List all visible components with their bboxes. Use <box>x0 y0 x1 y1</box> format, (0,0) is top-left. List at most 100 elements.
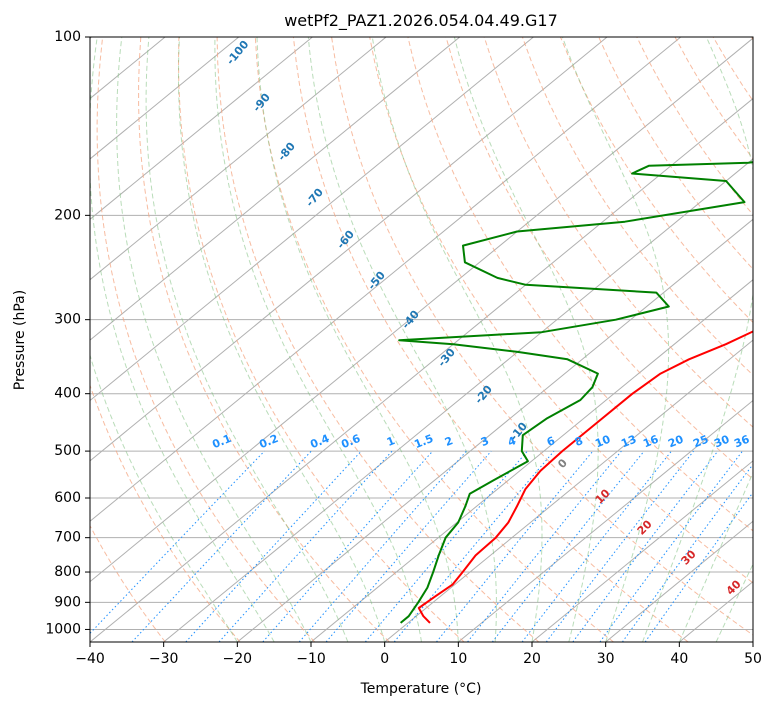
dry-adiabat-line <box>369 37 753 584</box>
mixing-ratio-line <box>218 450 393 642</box>
isotherm-line <box>531 460 753 642</box>
mixing-ratio-label: 10 <box>593 433 612 451</box>
isotherm-line <box>458 399 753 642</box>
mixing-ratio-line <box>90 450 265 635</box>
isotherm-line <box>384 339 753 642</box>
isotherms <box>90 37 753 642</box>
isotherm-line <box>237 218 753 642</box>
y-tick-label: 400 <box>54 386 81 402</box>
y-tick-label: 300 <box>54 312 81 328</box>
y-tick-label: 500 <box>54 443 81 459</box>
mixing-ratio-label: 1 <box>385 434 397 449</box>
mixing-ratio-label: 25 <box>691 433 710 451</box>
isotherm-line <box>90 37 313 220</box>
moist-adiabat-line <box>90 37 275 642</box>
x-tick-label: 30 <box>597 651 615 667</box>
mixing-ratio-label: 30 <box>712 433 731 451</box>
y-tick-label: 1000 <box>45 621 81 637</box>
x-tick-label: −30 <box>149 651 179 667</box>
dry-adiabat-line <box>483 37 753 428</box>
mixing-ratio-line <box>644 491 753 642</box>
x-tick-label: −10 <box>296 651 326 667</box>
moist-adiabat-line <box>307 37 497 642</box>
x-tick-label: 20 <box>523 651 541 667</box>
y-tick-label: 100 <box>54 29 81 45</box>
moist-adiabat-line <box>116 37 312 642</box>
dry-adiabat-line <box>331 37 753 636</box>
dry-adiabat-line <box>90 524 166 642</box>
dry-adiabats <box>90 37 753 642</box>
dry-adiabat-line <box>96 37 316 642</box>
plot-frame <box>89 36 754 643</box>
x-axis-label: Temperature (°C) <box>360 681 482 697</box>
moist-adiabat-line <box>561 37 670 642</box>
mixing-ratio-label: 16 <box>641 433 660 451</box>
x-tick-label: 0 <box>380 651 389 667</box>
isotherm-line <box>90 37 387 281</box>
moist-adiabat-line <box>453 37 599 642</box>
mixing-ratio-line <box>364 450 528 642</box>
dry-adiabat-line <box>560 37 753 324</box>
isotherm-line <box>90 37 753 583</box>
isotherm-line <box>90 37 461 341</box>
plot-area <box>90 37 753 642</box>
mixing-ratio-label: 3 <box>479 434 491 449</box>
mixing-ratio-line <box>545 450 694 642</box>
mixing-ratio-line <box>572 450 719 642</box>
dry-adiabat-line <box>292 37 689 642</box>
isotherm-line <box>90 37 240 160</box>
dry-adiabat-line <box>90 383 241 642</box>
dry-adiabat-line <box>254 37 614 642</box>
moist-adiabat-line <box>178 37 386 642</box>
x-tick-label: 40 <box>670 651 688 667</box>
moist-adiabat-line <box>678 471 753 642</box>
mixing-ratio-line <box>393 450 555 642</box>
moist-adiabat-line <box>256 37 459 642</box>
moist-adiabat-line <box>145 37 349 642</box>
mixing-ratio-label: 8 <box>573 434 585 449</box>
profile-series <box>398 161 753 624</box>
mixing-ratio-label: 13 <box>619 433 638 451</box>
moist-adiabats <box>90 37 753 642</box>
moist-adiabat-line <box>90 353 238 642</box>
mixing-ratio-line <box>621 463 753 642</box>
mixing-ratio-line <box>436 450 594 642</box>
x-axis-ticks: −40 −30 −20 −10 0 10 20 30 40 50 <box>75 642 762 667</box>
dry-adiabat-line <box>138 37 390 642</box>
y-tick-label: 800 <box>54 564 81 580</box>
y-axis-label: Pressure (hPa) <box>12 290 28 390</box>
x-tick-label: 10 <box>449 651 467 667</box>
x-tick-label: −40 <box>75 651 105 667</box>
dewpoint-line <box>398 161 753 624</box>
mixing-ratio-lines <box>90 450 753 642</box>
y-axis-ticks: 100 200 300 400 500 600 700 800 900 1000 <box>45 29 90 637</box>
y-tick-label: 200 <box>54 207 81 223</box>
isotherm-line <box>163 158 753 642</box>
isotherm-line <box>310 279 753 642</box>
isotherm-line <box>90 97 753 642</box>
isotherm-line <box>90 37 682 522</box>
x-tick-label: −20 <box>223 651 253 667</box>
reference-line-labels: -100-90-80-70-60-50-40-30-20-100.1 0.2 0.4… <box>210 38 751 598</box>
mixing-ratio-line <box>599 450 743 642</box>
chart-title: wetPf2_PAZ1.2026.054.04.49.G17 <box>284 11 558 31</box>
mixing-ratio-line <box>185 450 362 642</box>
moist-adiabat-line <box>371 37 543 642</box>
mixing-ratio-label: 20 <box>666 433 685 451</box>
isotherm-line <box>90 37 534 402</box>
mixing-ratio-line <box>131 450 312 642</box>
mixing-ratio-line <box>467 450 622 642</box>
mixing-ratio-line <box>491 450 645 642</box>
y-tick-label: 700 <box>54 530 81 546</box>
x-tick-label: 50 <box>744 651 762 667</box>
mixing-ratio-label: 2 <box>443 434 455 449</box>
y-tick-label: 600 <box>54 490 81 506</box>
isotherm-line <box>90 37 608 462</box>
temperature-line <box>417 330 753 624</box>
moist-adiabat-line <box>214 37 422 642</box>
mixing-ratio-line <box>262 450 434 642</box>
mixing-ratio-label: 36 <box>732 433 751 451</box>
isotherm-line <box>605 520 753 642</box>
